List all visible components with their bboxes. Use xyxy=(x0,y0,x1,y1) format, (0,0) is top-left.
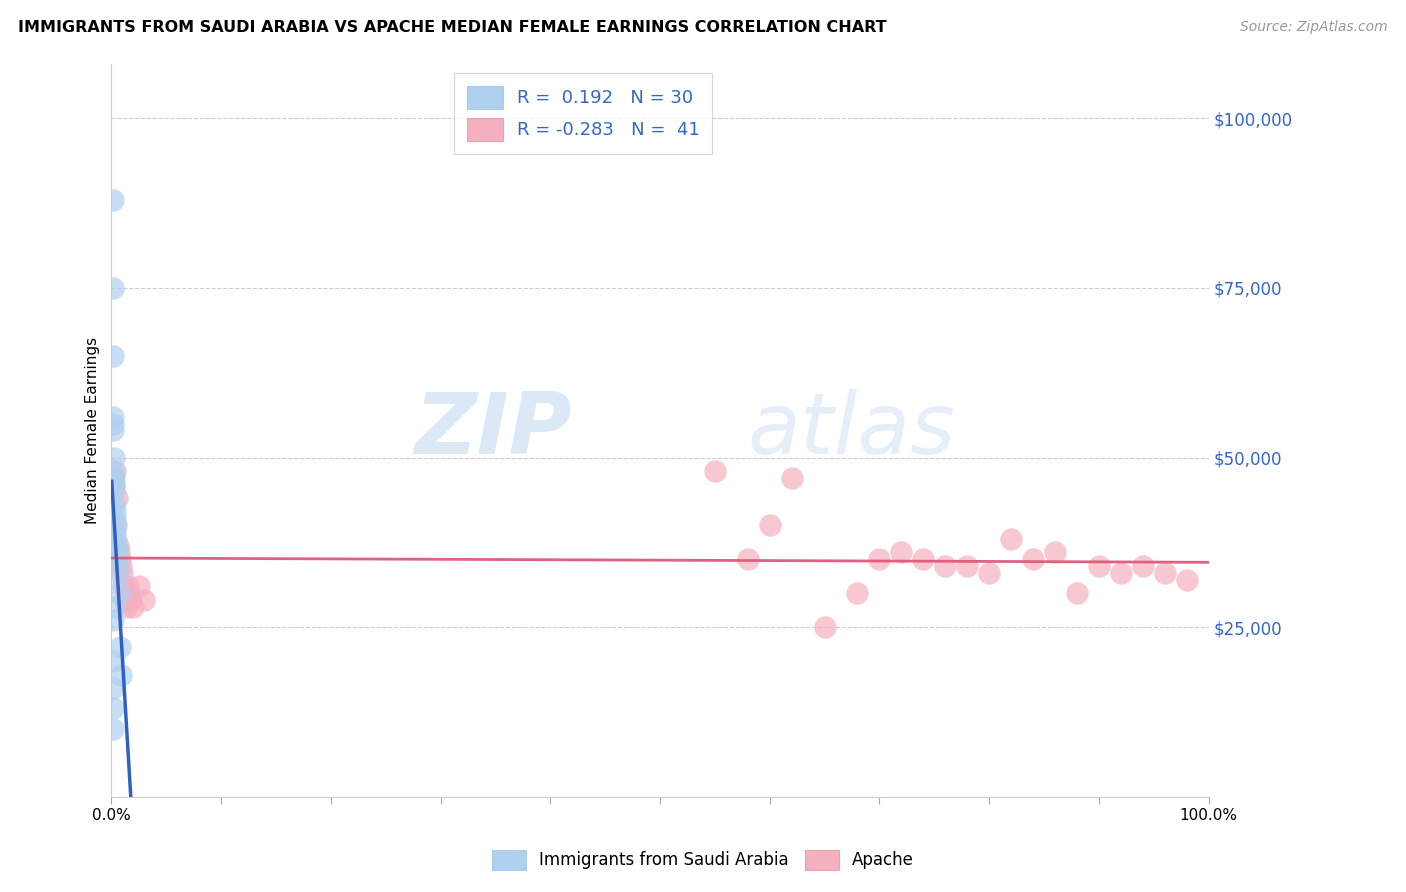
Point xyxy=(780,471,803,485)
Point xyxy=(104,532,127,546)
Point xyxy=(912,552,935,566)
Point xyxy=(101,599,124,614)
Point xyxy=(1153,566,1175,580)
Point xyxy=(104,539,127,553)
Point xyxy=(105,545,128,559)
Point xyxy=(868,552,890,566)
Point xyxy=(101,417,124,431)
Point xyxy=(103,498,125,512)
Point xyxy=(101,722,124,736)
Point xyxy=(104,505,127,519)
Point xyxy=(110,559,132,574)
Point xyxy=(101,464,124,478)
Point xyxy=(114,593,136,607)
Point xyxy=(101,681,124,695)
Point xyxy=(101,701,124,715)
Point xyxy=(1175,573,1198,587)
Text: IMMIGRANTS FROM SAUDI ARABIA VS APACHE MEDIAN FEMALE EARNINGS CORRELATION CHART: IMMIGRANTS FROM SAUDI ARABIA VS APACHE M… xyxy=(18,20,887,35)
Point xyxy=(107,539,129,553)
Point xyxy=(114,593,136,607)
Point xyxy=(813,620,835,634)
Point xyxy=(103,477,125,491)
Point xyxy=(122,599,145,614)
Point xyxy=(934,559,956,574)
Point xyxy=(758,518,780,533)
Point xyxy=(108,552,131,566)
Point xyxy=(101,409,124,424)
Point xyxy=(108,545,131,559)
Point xyxy=(1000,532,1022,546)
Point xyxy=(115,599,138,614)
Text: ZIP: ZIP xyxy=(415,389,572,472)
Point xyxy=(1088,559,1111,574)
Legend: Immigrants from Saudi Arabia, Apache: Immigrants from Saudi Arabia, Apache xyxy=(485,843,921,877)
Point xyxy=(956,559,979,574)
Point xyxy=(1066,586,1088,600)
Point xyxy=(120,593,142,607)
Point xyxy=(890,545,912,559)
Point xyxy=(112,579,135,593)
Point xyxy=(111,566,134,580)
Point xyxy=(101,471,124,485)
Point xyxy=(103,477,125,491)
Point xyxy=(104,518,127,533)
Point xyxy=(101,613,124,627)
Point xyxy=(128,579,150,593)
Point xyxy=(104,525,127,540)
Point xyxy=(104,464,127,478)
Point xyxy=(105,552,128,566)
Point xyxy=(108,640,131,655)
Point xyxy=(1022,552,1045,566)
Point xyxy=(104,511,127,525)
Point xyxy=(101,193,124,207)
Point xyxy=(103,450,125,465)
Point xyxy=(104,518,127,533)
Y-axis label: Median Female Earnings: Median Female Earnings xyxy=(86,337,100,524)
Point xyxy=(105,491,128,506)
Point xyxy=(1043,545,1066,559)
Point xyxy=(118,586,141,600)
Point xyxy=(117,579,139,593)
Point xyxy=(134,593,156,607)
Text: atlas: atlas xyxy=(748,389,956,472)
Point xyxy=(1109,566,1132,580)
Point xyxy=(101,349,124,363)
Point xyxy=(979,566,1001,580)
Point xyxy=(101,423,124,437)
Point xyxy=(101,654,124,668)
Point xyxy=(108,586,131,600)
Point xyxy=(110,667,132,681)
Point xyxy=(737,552,759,566)
Point xyxy=(101,281,124,295)
Point xyxy=(103,484,125,499)
Point xyxy=(846,586,869,600)
Point xyxy=(107,566,129,580)
Text: Source: ZipAtlas.com: Source: ZipAtlas.com xyxy=(1240,20,1388,34)
Point xyxy=(1132,559,1154,574)
Point xyxy=(103,471,125,485)
Legend: R =  0.192   N = 30, R = -0.283   N =  41: R = 0.192 N = 30, R = -0.283 N = 41 xyxy=(454,73,713,153)
Point xyxy=(703,464,725,478)
